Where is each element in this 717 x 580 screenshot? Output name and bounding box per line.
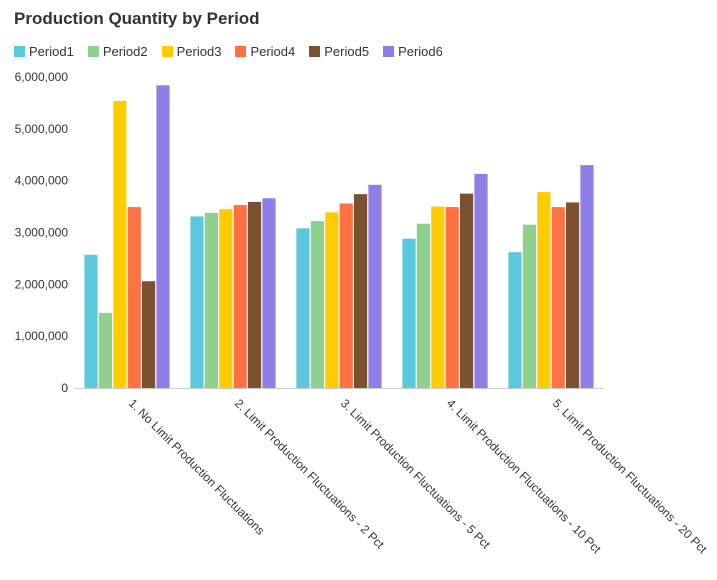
bar-period3 — [537, 192, 551, 388]
bar-period2 — [204, 212, 218, 388]
legend-swatch — [235, 46, 247, 57]
y-tick-label: 1,000,000 — [15, 329, 69, 343]
bar-period4 — [233, 205, 247, 388]
chart-title: Production Quantity by Period — [14, 9, 260, 28]
legend-label: Period2 — [102, 44, 148, 59]
y-tick-label: 4,000,000 — [15, 174, 69, 188]
bar-period6 — [580, 165, 594, 388]
legend-swatch — [14, 46, 25, 57]
bar-period4 — [445, 207, 459, 388]
y-tick-label: 0 — [61, 381, 68, 395]
legend-swatch — [383, 46, 395, 57]
legend-label: Period1 — [29, 44, 74, 59]
bar-period6 — [474, 173, 488, 388]
legend-item-period2[interactable]: Period2 — [87, 44, 148, 59]
y-tick-label: 2,000,000 — [15, 277, 69, 291]
legend-item-period4[interactable]: Period4 — [235, 44, 295, 59]
bar-period1 — [190, 216, 204, 388]
bar-period1 — [508, 252, 522, 388]
bar-period3 — [113, 100, 127, 388]
bar-period6 — [156, 85, 170, 388]
legend-swatch — [161, 46, 173, 57]
bar-period4 — [127, 207, 141, 388]
legend-label: Period5 — [324, 44, 370, 59]
legend-label: Period4 — [250, 44, 296, 59]
y-tick-label: 6,000,000 — [15, 70, 69, 84]
y-tick-label: 5,000,000 — [15, 122, 69, 136]
bar-period2 — [98, 312, 112, 388]
legend-item-period6[interactable]: Period6 — [383, 44, 443, 59]
bar-period3 — [325, 212, 339, 388]
legend-label: Period3 — [176, 44, 222, 59]
bar-period3 — [431, 206, 445, 388]
bar-period1 — [296, 228, 310, 388]
bar-period2 — [522, 224, 536, 388]
bar-period3 — [219, 209, 233, 388]
bar-period2 — [416, 223, 430, 388]
legend-swatch — [87, 46, 99, 57]
bar-period5 — [566, 202, 580, 388]
y-tick-label: 3,000,000 — [15, 226, 69, 240]
bar-period2 — [310, 221, 324, 388]
legend-swatch — [309, 46, 321, 57]
bar-period5 — [248, 201, 262, 388]
bar-period1 — [402, 238, 416, 388]
legend: Period1 Period2 Period3 Period4 Period5 … — [14, 44, 457, 59]
bar-period6 — [368, 184, 382, 388]
bar-period4 — [551, 207, 565, 388]
bar-period6 — [262, 198, 276, 388]
bar-period4 — [339, 203, 353, 388]
bar-period1 — [84, 254, 98, 388]
bar-period5 — [142, 281, 156, 388]
legend-label: Period6 — [398, 44, 443, 59]
legend-item-period3[interactable]: Period3 — [161, 44, 222, 59]
legend-item-period5[interactable]: Period5 — [309, 44, 369, 59]
bar-period5 — [460, 193, 474, 389]
bar-period5 — [354, 194, 368, 388]
legend-item-period1[interactable]: Period1 — [14, 44, 74, 59]
